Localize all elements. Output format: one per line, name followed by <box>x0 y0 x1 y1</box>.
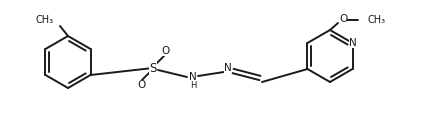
Text: N: N <box>224 63 232 73</box>
Text: S: S <box>149 61 157 74</box>
Text: H: H <box>190 82 196 90</box>
Text: O: O <box>339 14 347 24</box>
Text: CH₃: CH₃ <box>36 15 54 25</box>
Text: O: O <box>161 46 169 56</box>
Text: N: N <box>189 72 197 82</box>
Text: CH₃: CH₃ <box>368 15 386 25</box>
Text: N: N <box>349 38 357 48</box>
Text: O: O <box>137 80 145 90</box>
